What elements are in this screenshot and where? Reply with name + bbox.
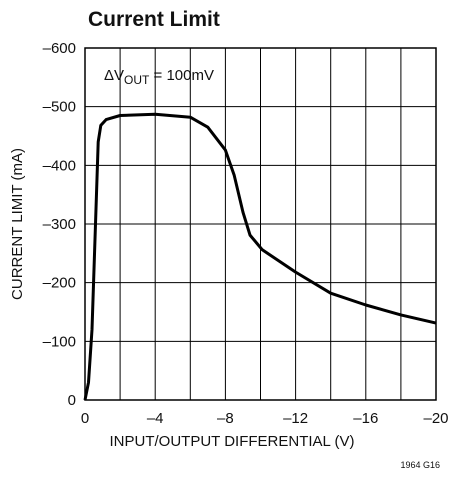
x-tick-label: –8 [217, 410, 234, 427]
annotation-text: ΔV [104, 67, 124, 84]
annotation: ΔVOUT = 100mV [104, 67, 214, 87]
x-tick-label: –16 [353, 410, 378, 427]
footnote: 1964 G16 [400, 460, 440, 470]
line [83, 112, 437, 401]
annotation-after: = 100mV [149, 67, 214, 84]
x-tick-label: –4 [147, 410, 164, 427]
y-tick-label: 0 [68, 392, 76, 409]
x-axis-label: INPUT/OUTPUT DIFFERENTIAL (V) [109, 433, 354, 450]
x-tick-label: –12 [283, 410, 308, 427]
y-tick-label: –400 [43, 157, 76, 174]
y-tick-label: –600 [43, 40, 76, 57]
chart-title: Current Limit [88, 8, 220, 31]
plot-frame [84, 47, 437, 401]
y-tick-label: –300 [43, 216, 76, 233]
x-tick-label: 0 [81, 410, 89, 427]
y-tick-label: –500 [43, 99, 76, 116]
y-tick-label: –200 [43, 275, 76, 292]
x-tick-label: –20 [423, 410, 448, 427]
y-tick-label: –100 [43, 333, 76, 350]
annotation-sub: OUT [124, 73, 150, 87]
y-axis-label: CURRENT LIMIT (mA) [9, 148, 26, 300]
